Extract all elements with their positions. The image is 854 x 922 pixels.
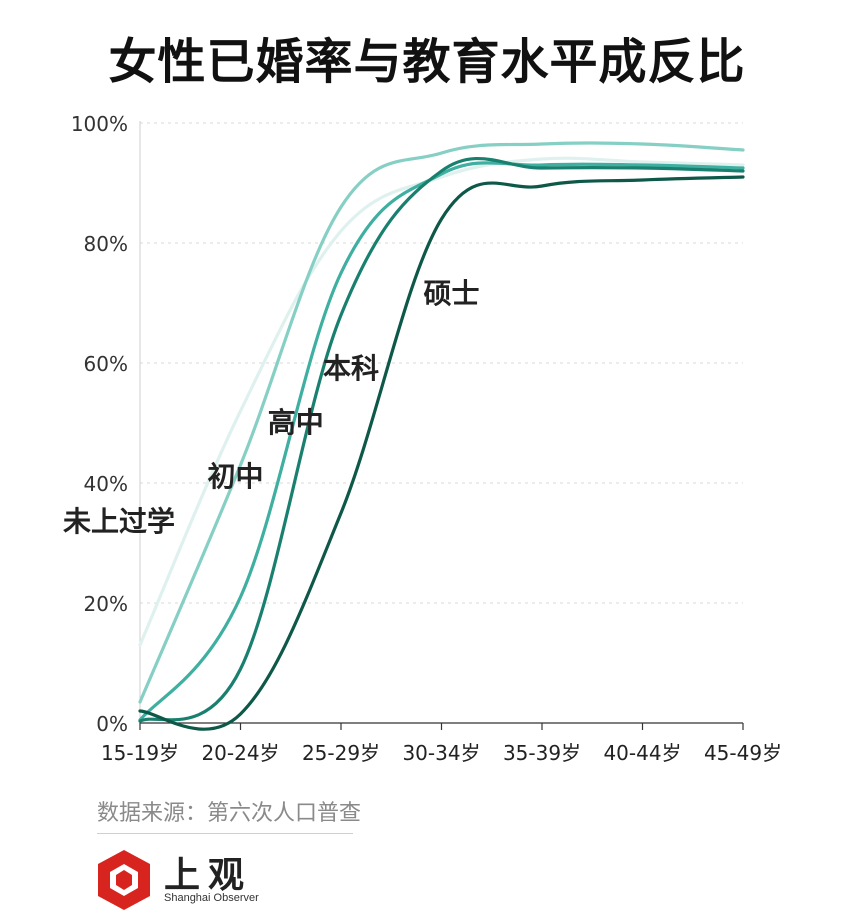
x-tick-label: 25-29岁 <box>302 741 380 765</box>
series-line <box>138 161 745 722</box>
series-label: 本科 <box>323 352 379 385</box>
series-label: 硕士 <box>424 277 480 310</box>
series-lines <box>138 141 745 731</box>
axes: 0% 20% 40% 60% 80% 100% 15-19岁 20-24岁 25-29岁 30-3… <box>71 112 782 765</box>
series-label: 未上过学 <box>63 505 175 538</box>
x-tick-label: 20-24岁 <box>201 741 279 765</box>
series-line <box>138 156 745 723</box>
x-tick-label: 45-49岁 <box>704 741 782 765</box>
x-tick-label: 15-19岁 <box>101 741 179 765</box>
series-line <box>138 156 745 647</box>
y-tick-label: 60% <box>84 352 128 376</box>
divider <box>97 833 353 834</box>
series-line <box>138 175 745 731</box>
series-label: 初中 <box>207 460 263 493</box>
logo-name-en: Shanghai Observer <box>164 892 259 904</box>
y-tick-label: 80% <box>84 232 128 256</box>
y-tick-label: 40% <box>84 472 128 496</box>
y-tick-label: 100% <box>71 112 128 136</box>
logo-name-cn: 上观 <box>164 855 253 896</box>
chart-title: 女性已婚率与教育水平成反比 <box>108 34 746 90</box>
y-tick-label: 0% <box>96 712 128 736</box>
x-tick-label: 40-44岁 <box>603 741 681 765</box>
data-source: 数据来源：第六次人口普查 <box>97 801 362 826</box>
logo-mark-icon <box>98 850 150 910</box>
x-tick-label: 30-34岁 <box>402 741 480 765</box>
gridlines <box>140 122 743 604</box>
x-tick-label: 35-39岁 <box>503 741 581 765</box>
shanghai-observer-logo: 上观 Shanghai Observer <box>92 848 272 912</box>
series-label: 高中 <box>268 406 324 439</box>
series-line <box>138 141 745 704</box>
y-tick-label: 20% <box>84 592 128 616</box>
